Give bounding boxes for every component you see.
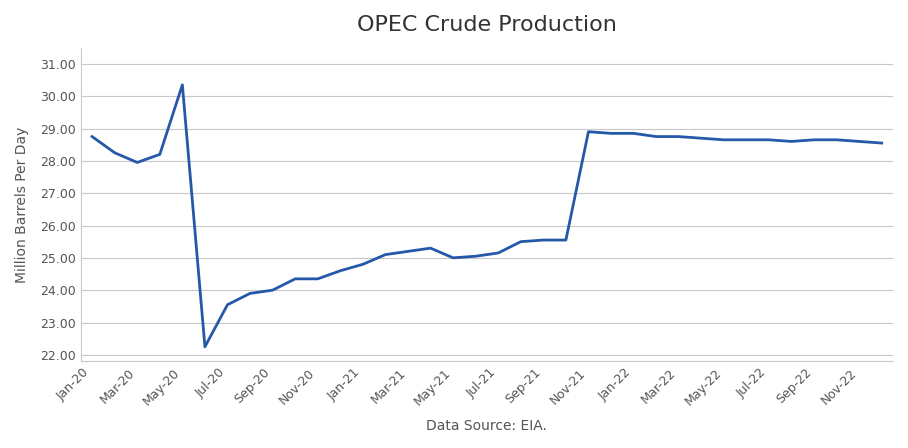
Title: OPEC Crude Production: OPEC Crude Production bbox=[357, 15, 617, 35]
Y-axis label: Million Barrels Per Day: Million Barrels Per Day bbox=[15, 126, 29, 283]
X-axis label: Data Source: EIA.: Data Source: EIA. bbox=[427, 419, 548, 433]
